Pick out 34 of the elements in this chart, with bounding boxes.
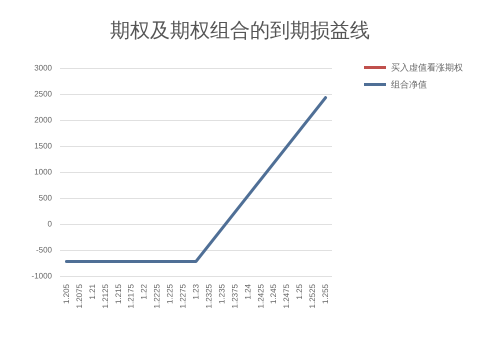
x-tick-label: 1.2175 (126, 283, 136, 308)
x-tick-label: 1.23 (192, 283, 200, 300)
y-tick-label: 2500 (34, 90, 53, 98)
x-tick-label: 1.2525 (308, 283, 318, 308)
legend-label: 买入虚值看涨期权 (391, 62, 463, 72)
x-tick-label: 1.255 (321, 283, 330, 304)
x-tick-label: 1.2375 (230, 283, 240, 308)
x-tick-label: 1.21 (88, 283, 97, 300)
x-tick-label: 1.24 (243, 283, 252, 300)
chart-title: 期权及期权组合的到期损益线 (110, 20, 370, 42)
y-tick-label: 0 (48, 220, 53, 228)
y-tick-label: -500 (36, 246, 53, 254)
x-tick-label: 1.215 (114, 283, 123, 304)
x-tick-label: 1.2225 (152, 283, 162, 308)
x-tick-label: 1.2475 (282, 283, 292, 308)
x-tick-label: 1.2325 (204, 283, 214, 308)
x-tick-label: 1.245 (269, 283, 278, 304)
y-tick-label: 1000 (34, 168, 53, 176)
y-tick-label: -1000 (32, 272, 53, 280)
x-tick-label: 1.235 (217, 283, 226, 304)
x-tick-label: 1.2075 (74, 283, 84, 308)
x-tick-label: 1.2425 (256, 283, 266, 308)
x-tick-label: 1.2125 (100, 283, 110, 308)
x-tick-label: 1.25 (295, 283, 304, 300)
x-tick-label: 1.205 (62, 283, 71, 304)
x-tick-label: 1.2275 (178, 283, 188, 308)
y-tick-label: 500 (38, 194, 53, 202)
x-tick-label: 1.225 (166, 283, 175, 304)
x-tick-label: 1.22 (140, 283, 149, 300)
y-tick-label: 1500 (34, 142, 53, 150)
legend-label: 组合净值 (391, 80, 427, 90)
y-tick-label: 2000 (34, 116, 53, 124)
line-series (64, 96, 328, 263)
y-tick-label: 3000 (34, 64, 53, 72)
